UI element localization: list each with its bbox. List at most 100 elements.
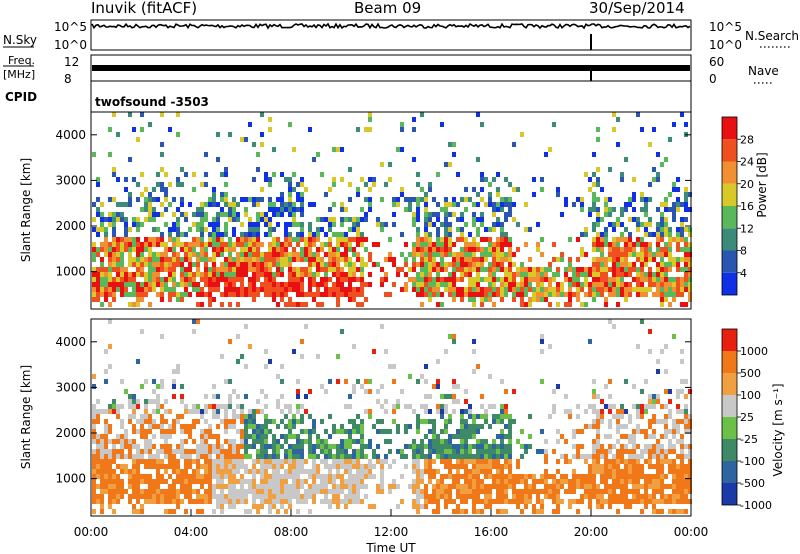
heatmap-cell (260, 262, 264, 267)
heatmap-cell (96, 454, 100, 459)
heatmap-cell (124, 464, 128, 469)
heatmap-cell (332, 267, 336, 272)
heatmap-cell (508, 454, 512, 459)
heatmap-cell (456, 469, 460, 474)
heatmap-cell (312, 459, 316, 464)
heatmap-cell (168, 464, 172, 469)
heatmap-cell (392, 212, 396, 217)
heatmap-cell (276, 252, 280, 257)
heatmap-cell (624, 469, 628, 474)
heatmap-cell (132, 394, 136, 399)
heatmap-cell (556, 459, 560, 464)
heatmap-cell (140, 489, 144, 494)
heatmap-cell (584, 172, 588, 177)
heatmap-cell (468, 287, 472, 292)
heatmap-cell (196, 242, 200, 247)
heatmap-cell (520, 429, 524, 434)
heatmap-cell (184, 172, 188, 177)
heatmap-cell (488, 267, 492, 272)
heatmap-cell (664, 369, 668, 374)
heatmap-cell (428, 247, 432, 252)
heatmap-cell (344, 459, 348, 464)
heatmap-cell (472, 252, 476, 257)
heatmap-cell (416, 489, 420, 494)
heatmap-cell (464, 509, 468, 514)
heatmap-cell (96, 252, 100, 257)
heatmap-cell (588, 207, 592, 212)
heatmap-cell (208, 272, 212, 277)
heatmap-cell (252, 464, 256, 469)
heatmap-cell (328, 237, 332, 242)
heatmap-cell (604, 257, 608, 262)
heatmap-cell (288, 267, 292, 272)
heatmap-cell (256, 257, 260, 262)
heatmap-cell (388, 364, 392, 369)
heatmap-cell (232, 454, 236, 459)
heatmap-cell (516, 439, 520, 444)
heatmap-cell (152, 282, 156, 287)
heatmap-cell (564, 459, 568, 464)
heatmap-cell (220, 272, 224, 277)
heatmap-cell (324, 267, 328, 272)
heatmap-cell (276, 494, 280, 499)
heatmap-cell (260, 489, 264, 494)
heatmap-cell (504, 287, 508, 292)
heatmap-cell (588, 454, 592, 459)
heatmap-cell (240, 494, 244, 499)
heatmap-cell (212, 267, 216, 272)
heatmap-cell (600, 454, 604, 459)
heatmap-cell (268, 429, 272, 434)
heatmap-cell (520, 262, 524, 267)
heatmap-cell (260, 287, 264, 292)
heatmap-cell (144, 404, 148, 409)
heatmap-cell (348, 292, 352, 297)
heatmap-cell (216, 222, 220, 227)
heatmap-cell (332, 459, 336, 464)
heatmap-cell (124, 439, 128, 444)
heatmap-cell (284, 449, 288, 454)
heatmap-cell (664, 454, 668, 459)
heatmap-cell (164, 247, 168, 252)
heatmap-cell (92, 499, 96, 504)
heatmap-cell (668, 232, 672, 237)
heatmap-cell (232, 247, 236, 252)
heatmap-cell (496, 479, 500, 484)
heatmap-cell (256, 292, 260, 297)
heatmap-cell (96, 499, 100, 504)
heatmap-cell (312, 489, 316, 494)
heatmap-cell (356, 454, 360, 459)
heatmap-cell (540, 379, 544, 384)
heatmap-cell (460, 489, 464, 494)
heatmap-cell (480, 464, 484, 469)
heatmap-cell (276, 444, 280, 449)
heatmap-cell (680, 389, 684, 394)
heatmap-cell (648, 247, 652, 252)
heatmap-cell (164, 192, 168, 197)
heatmap-cell (600, 282, 604, 287)
heatmap-cell (228, 424, 232, 429)
heatmap-cell (416, 419, 420, 424)
heatmap-cell (112, 232, 116, 237)
heatmap-cell (168, 182, 172, 187)
heatmap-cell (544, 494, 548, 499)
heatmap-cell (612, 474, 616, 479)
heatmap-cell (396, 424, 400, 429)
heatmap-cell (144, 449, 148, 454)
heatmap-cell (604, 384, 608, 389)
heatmap-cell (252, 227, 256, 232)
heatmap-cell (484, 454, 488, 459)
heatmap-cell (424, 277, 428, 282)
heatmap-cell (524, 444, 528, 449)
heatmap-cell (236, 237, 240, 242)
heatmap-cell (296, 509, 300, 514)
heatmap-cell (596, 499, 600, 504)
heatmap-cell (548, 292, 552, 297)
heatmap-cell (228, 404, 232, 409)
heatmap-cell (188, 242, 192, 247)
heatmap-cell (444, 207, 448, 212)
heatmap-cell (592, 267, 596, 272)
heatmap-cell (440, 429, 444, 434)
heatmap-cell (128, 414, 132, 419)
nsearch-tick-top: 10^5 (709, 20, 742, 34)
